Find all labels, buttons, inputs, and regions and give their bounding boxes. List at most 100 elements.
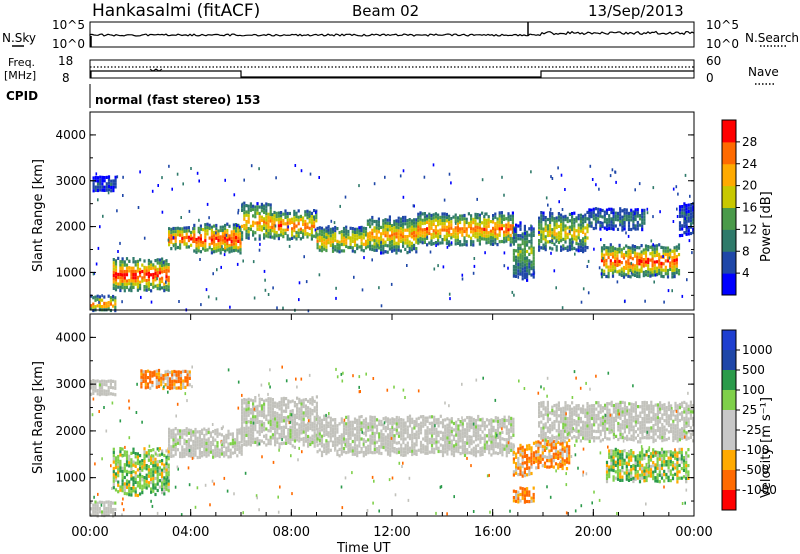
echo-cell	[228, 224, 231, 228]
echo-cell	[404, 241, 407, 245]
echo-cell	[603, 263, 606, 267]
echo-cell	[342, 233, 346, 237]
echo-cell	[295, 214, 298, 219]
echo-cell	[402, 238, 405, 242]
echo-cell	[237, 249, 240, 253]
echo-cell	[107, 184, 111, 189]
echo-cell	[252, 399, 255, 403]
echo-cell	[402, 418, 405, 422]
echo-cell	[286, 221, 289, 225]
echo-cell	[320, 434, 324, 438]
echo-cell	[528, 272, 531, 276]
echo-cell	[562, 425, 565, 430]
echo-cell	[455, 430, 458, 434]
echo-cell	[298, 426, 301, 430]
echo-cell	[121, 266, 124, 271]
echo-cell	[318, 422, 321, 426]
echo-cell	[611, 255, 615, 259]
echo-cell	[258, 397, 261, 401]
echo-cell	[564, 420, 567, 424]
echo-cell	[241, 421, 244, 425]
echo-cell	[517, 224, 520, 228]
colorbar-swatch	[722, 251, 736, 274]
echo-cell	[437, 223, 440, 227]
echo-cell	[171, 373, 174, 377]
echo-cell	[586, 210, 589, 214]
echo-cell	[254, 231, 257, 235]
echo-cell	[90, 383, 93, 387]
echo-cell	[501, 418, 504, 422]
echo-cell	[221, 238, 224, 242]
echo-cell	[505, 450, 508, 455]
echo-cell	[170, 451, 173, 455]
echo-cell	[340, 230, 343, 234]
echo-cell	[658, 243, 661, 247]
nsky-trace	[89, 22, 695, 47]
echo-cell	[325, 442, 328, 446]
echo-cell	[551, 412, 554, 416]
echo-cell	[252, 428, 255, 432]
echo-cell	[470, 230, 473, 234]
echo-cell	[291, 220, 294, 224]
echo-cell	[134, 260, 137, 264]
echo-cell	[323, 241, 326, 245]
echo-cell	[123, 485, 126, 489]
echo-cell	[456, 219, 459, 223]
echo-cell	[481, 452, 484, 456]
echo-cell	[402, 447, 405, 451]
echo-cell	[642, 248, 645, 252]
echo-cell	[505, 441, 508, 445]
echo-cell	[293, 401, 296, 405]
echo-cell	[568, 404, 571, 408]
echo-cell	[540, 404, 543, 408]
echo-cell	[455, 427, 458, 431]
echo-cell	[579, 245, 582, 249]
noise-cell	[199, 258, 201, 261]
echo-cell	[207, 437, 210, 441]
echo-cell	[512, 427, 515, 431]
echo-cell	[149, 380, 152, 384]
echo-cell	[172, 435, 175, 439]
echo-cell	[107, 307, 110, 311]
echo-cell	[631, 269, 634, 274]
echo-cell	[92, 388, 95, 392]
echo-cell	[167, 482, 170, 486]
echo-cell	[625, 208, 628, 212]
echo-cell	[136, 282, 139, 286]
echo-cell	[340, 233, 343, 237]
echo-cell	[552, 459, 555, 463]
echo-cell	[121, 482, 124, 486]
echo-cell	[213, 246, 216, 251]
noise-cell	[558, 200, 560, 204]
echo-cell	[369, 434, 372, 438]
echo-cell	[165, 458, 168, 463]
echo-cell	[426, 438, 429, 443]
echo-cell	[194, 453, 197, 457]
echo-cell	[553, 223, 556, 227]
echo-cell	[488, 451, 491, 455]
echo-cell	[351, 239, 354, 243]
noise-cell	[318, 273, 321, 277]
echo-cell	[562, 438, 565, 442]
noise-cell	[282, 306, 284, 310]
noise-cell	[119, 241, 121, 245]
echo-cell	[445, 212, 448, 217]
echo-cell	[349, 443, 352, 447]
echo-cell	[452, 434, 456, 438]
echo-cell	[237, 223, 240, 227]
echo-cell	[380, 419, 383, 424]
echo-cell	[90, 392, 93, 396]
echo-cell	[485, 212, 488, 216]
echo-cell	[190, 454, 193, 458]
echo-cell	[630, 208, 633, 212]
echo-cell	[304, 229, 307, 233]
echo-cell	[552, 455, 555, 460]
echo-cell	[206, 225, 209, 230]
echo-cell	[560, 429, 563, 433]
echo-cell	[521, 238, 524, 242]
echo-cell	[263, 217, 266, 221]
echo-cell	[119, 459, 122, 463]
echo-cell	[408, 246, 411, 250]
echo-cell	[632, 210, 635, 214]
echo-cell	[167, 489, 170, 493]
